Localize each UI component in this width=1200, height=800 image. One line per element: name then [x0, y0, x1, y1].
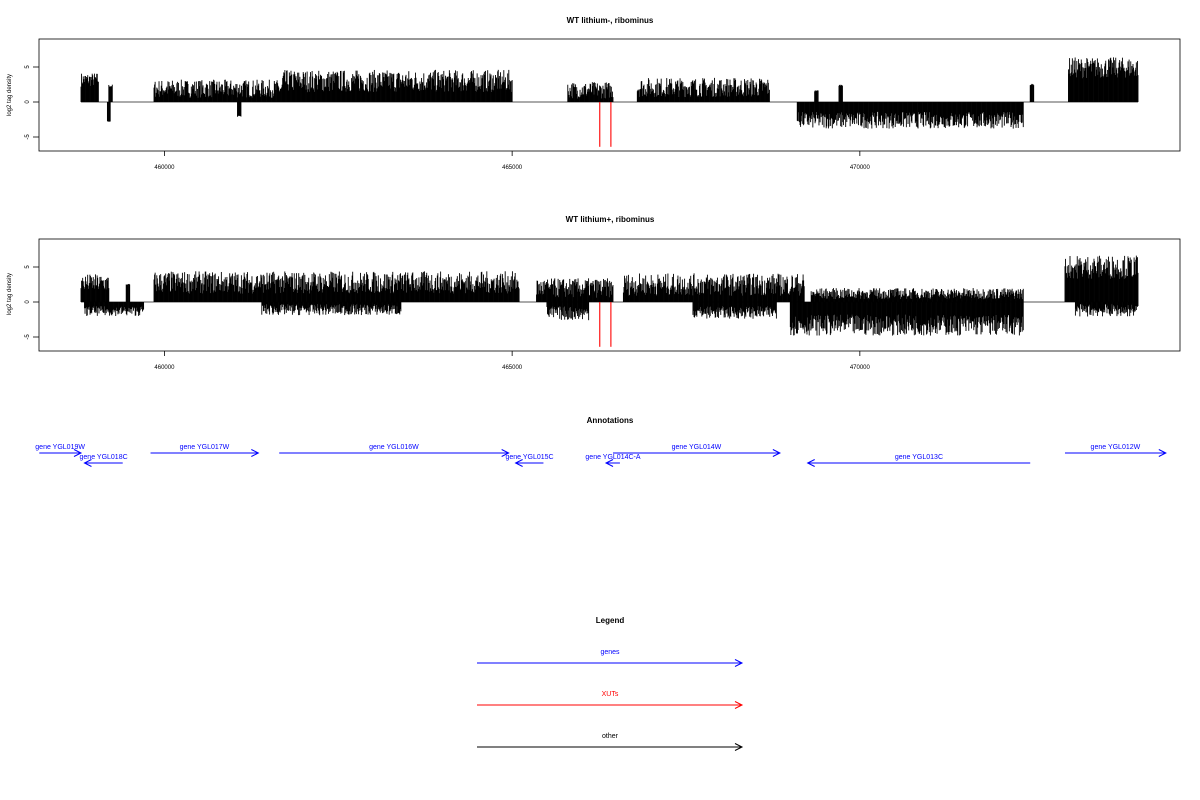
- legend-arrow-head: [734, 743, 744, 751]
- x-tick-label: 460000: [154, 365, 175, 371]
- gene-label: gene YGL012W: [1091, 444, 1141, 451]
- y-tick-label: 5: [25, 265, 31, 269]
- legend: Legend genes XUTs other: [477, 616, 744, 751]
- axes-lithium-plus: -5 0 5 460000 465000 470000: [25, 265, 871, 371]
- gene-label: gene YGL019W: [35, 444, 85, 451]
- plot-frame-lithium-minus: [38, 38, 1181, 152]
- legend-label: XUTs: [602, 691, 619, 698]
- gene-arrow-head: [604, 459, 614, 467]
- panel-wt-lithium-plus: WT lithium+, ribominus log2 tag density …: [7, 215, 1181, 371]
- gene-arrow: gene YGL014C-A: [585, 454, 641, 467]
- gene-arrow-head: [83, 459, 92, 467]
- gene-arrow-head: [1158, 449, 1167, 457]
- gene-arrow-head: [73, 449, 83, 457]
- y-tick-label: 5: [25, 65, 31, 69]
- legend-label: other: [602, 733, 619, 740]
- gene-arrow: gene YGL018C: [80, 454, 128, 467]
- gene-arrow-head: [251, 449, 260, 457]
- y-axis-label-lithium-plus: log2 tag density: [7, 273, 13, 315]
- gene-arrow: gene YGL013C: [806, 454, 1031, 467]
- legend-item: genes: [477, 649, 744, 667]
- annotations-title: Annotations: [587, 416, 634, 425]
- panel-title-lithium-plus: WT lithium+, ribominus: [566, 215, 655, 224]
- plot-frame-lithium-plus: [38, 238, 1181, 352]
- panel-wt-lithium-minus: WT lithium-, ribominus log2 tag density …: [7, 16, 1181, 171]
- gene-arrow: gene YGL014W: [612, 444, 781, 457]
- legend-item: XUTs: [477, 691, 744, 709]
- gene-label: gene YGL014W: [672, 444, 722, 451]
- gene-arrow: gene YGL019W: [35, 444, 85, 457]
- gene-label: gene YGL016W: [369, 444, 419, 451]
- y-tick-label: -5: [25, 334, 31, 340]
- gene-arrows: gene YGL019W gene YGL018C gene YGL017W gene…: [35, 444, 1167, 467]
- y-tick-label: 0: [25, 300, 31, 304]
- gene-arrow-head: [772, 449, 781, 457]
- legend-item: other: [477, 733, 744, 751]
- y-axis-label-lithium-minus: log2 tag density: [7, 74, 13, 116]
- legend-label: genes: [600, 649, 620, 656]
- gene-label: gene YGL013C: [895, 454, 943, 461]
- signal-bars-lithium-plus: [80, 255, 1139, 347]
- panel-title-lithium-minus: WT lithium-, ribominus: [567, 16, 654, 25]
- y-tick-label: -5: [25, 134, 31, 140]
- gene-label: gene YGL014C-A: [585, 454, 640, 461]
- legend-title: Legend: [596, 616, 625, 625]
- axes-lithium-minus: -5 0 5 460000 465000 470000: [25, 65, 871, 171]
- gene-arrow: gene YGL017W: [150, 444, 260, 457]
- signal-bars-lithium-minus: [80, 57, 1139, 147]
- x-tick-label: 465000: [502, 365, 523, 371]
- legend-arrow-head: [734, 659, 744, 667]
- x-tick-label: 470000: [850, 165, 871, 171]
- gene-arrow: gene YGL015C: [505, 454, 554, 467]
- gene-arrow: gene YGL012W: [1064, 444, 1167, 457]
- gene-label: gene YGL017W: [180, 444, 230, 451]
- legend-items: genes XUTs other: [477, 649, 744, 751]
- gene-label: gene YGL015C: [505, 454, 553, 461]
- x-tick-label: 470000: [850, 365, 871, 371]
- y-tick-label: 0: [25, 100, 31, 104]
- gene-label: gene YGL018C: [80, 454, 128, 461]
- x-tick-label: 460000: [154, 165, 175, 171]
- x-tick-label: 465000: [502, 165, 523, 171]
- gene-arrow-head: [501, 449, 510, 457]
- gene-arrow-head: [514, 459, 523, 467]
- legend-arrow-head: [734, 701, 744, 709]
- gene-arrow: gene YGL016W: [279, 444, 510, 457]
- gene-arrow-head: [806, 459, 815, 467]
